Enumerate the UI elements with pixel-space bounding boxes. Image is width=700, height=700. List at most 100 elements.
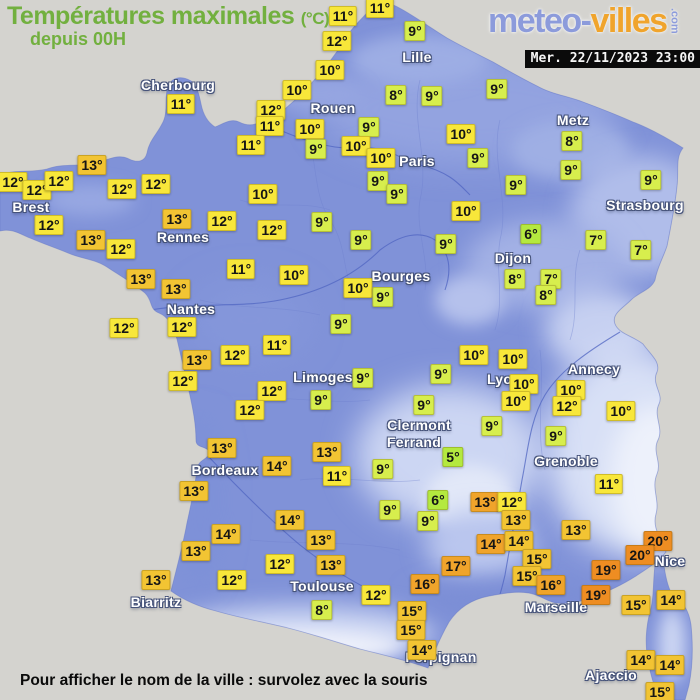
temp-label[interactable]: 10°: [341, 136, 371, 156]
temp-label[interactable]: 9°: [486, 79, 508, 99]
temp-label[interactable]: 12°: [497, 492, 527, 512]
temp-label[interactable]: 12°: [109, 318, 139, 338]
temp-label[interactable]: 14°: [476, 534, 506, 554]
temp-label[interactable]: 10°: [279, 265, 309, 285]
temp-label[interactable]: 11°: [255, 116, 285, 136]
temp-label[interactable]: 14°: [211, 524, 241, 544]
temp-label[interactable]: 16°: [410, 574, 440, 594]
temp-label[interactable]: 9°: [330, 314, 352, 334]
temp-label[interactable]: 9°: [358, 117, 380, 137]
temp-label[interactable]: 13°: [141, 570, 171, 590]
temp-label[interactable]: 13°: [182, 350, 212, 370]
temp-label[interactable]: 9°: [413, 395, 435, 415]
temp-label[interactable]: 10°: [459, 345, 489, 365]
temp-label[interactable]: 9°: [417, 511, 439, 531]
temp-label[interactable]: 8°: [385, 85, 407, 105]
temp-label[interactable]: 7°: [585, 230, 607, 250]
temp-label[interactable]: 9°: [367, 171, 389, 191]
temp-label[interactable]: 14°: [626, 650, 656, 670]
temp-label[interactable]: 12°: [552, 396, 582, 416]
temp-label[interactable]: 12°: [220, 345, 250, 365]
temp-label[interactable]: 8°: [535, 285, 557, 305]
temp-label[interactable]: 13°: [306, 530, 336, 550]
temp-label[interactable]: 12°: [107, 179, 137, 199]
temp-label[interactable]: 13°: [161, 279, 191, 299]
temp-label[interactable]: 9°: [305, 139, 327, 159]
temp-label[interactable]: 10°: [498, 349, 528, 369]
temp-label[interactable]: 10°: [315, 60, 345, 80]
temp-label[interactable]: 12°: [265, 554, 295, 574]
temp-label[interactable]: 13°: [561, 520, 591, 540]
temp-label[interactable]: 9°: [545, 426, 567, 446]
temp-label[interactable]: 10°: [282, 80, 312, 100]
temp-label[interactable]: 9°: [372, 459, 394, 479]
temp-label[interactable]: 9°: [481, 416, 503, 436]
temp-label[interactable]: 7°: [630, 240, 652, 260]
temp-label[interactable]: 9°: [372, 287, 394, 307]
temp-label[interactable]: 19°: [581, 585, 611, 605]
temp-label[interactable]: 9°: [640, 170, 662, 190]
temp-label[interactable]: 9°: [505, 175, 527, 195]
temp-label[interactable]: 12°: [168, 371, 198, 391]
temp-label[interactable]: 9°: [386, 184, 408, 204]
temp-label[interactable]: 12°: [34, 215, 64, 235]
temp-label[interactable]: 19°: [591, 560, 621, 580]
temp-label[interactable]: 15°: [512, 566, 542, 586]
temp-label[interactable]: 12°: [322, 31, 352, 51]
temp-label[interactable]: 13°: [312, 442, 342, 462]
temp-label[interactable]: 14°: [656, 590, 686, 610]
temp-label[interactable]: 14°: [262, 456, 292, 476]
temp-label[interactable]: 15°: [522, 549, 552, 569]
temp-label[interactable]: 10°: [606, 401, 636, 421]
temp-label[interactable]: 9°: [352, 368, 374, 388]
temp-label[interactable]: 14°: [504, 531, 534, 551]
temp-label[interactable]: 13°: [76, 230, 106, 250]
temp-label[interactable]: 10°: [366, 148, 396, 168]
temp-label[interactable]: 11°: [594, 474, 624, 494]
temp-label[interactable]: 12°: [167, 317, 197, 337]
temp-label[interactable]: 11°: [262, 335, 292, 355]
temp-label[interactable]: 9°: [404, 21, 426, 41]
temp-label[interactable]: 13°: [179, 481, 209, 501]
temp-label[interactable]: 13°: [501, 510, 531, 530]
temp-label[interactable]: 11°: [236, 135, 266, 155]
temp-label[interactable]: 8°: [504, 269, 526, 289]
temp-label[interactable]: 13°: [162, 209, 192, 229]
temp-label[interactable]: 11°: [166, 94, 196, 114]
temp-label[interactable]: 12°: [141, 174, 171, 194]
temp-label[interactable]: 12°: [235, 400, 265, 420]
temp-label[interactable]: 12°: [361, 585, 391, 605]
temp-label[interactable]: 13°: [316, 555, 346, 575]
temp-label[interactable]: 9°: [310, 390, 332, 410]
temp-label[interactable]: 13°: [77, 155, 107, 175]
temp-label[interactable]: 15°: [397, 601, 427, 621]
temp-label[interactable]: 11°: [322, 466, 352, 486]
temp-label[interactable]: 15°: [645, 682, 675, 700]
temp-label[interactable]: 10°: [446, 124, 476, 144]
temp-label[interactable]: 5°: [442, 447, 464, 467]
temp-label[interactable]: 10°: [501, 391, 531, 411]
temp-label[interactable]: 6°: [520, 224, 542, 244]
temp-label[interactable]: 8°: [311, 600, 333, 620]
temp-label[interactable]: 8°: [561, 131, 583, 151]
temp-label[interactable]: 14°: [655, 655, 685, 675]
temp-label[interactable]: 9°: [467, 148, 489, 168]
temp-label[interactable]: 11°: [328, 6, 358, 26]
temp-label[interactable]: 6°: [427, 490, 449, 510]
temp-label[interactable]: 11°: [226, 259, 256, 279]
temp-label[interactable]: 10°: [451, 201, 481, 221]
temp-label[interactable]: 9°: [311, 212, 333, 232]
temp-label[interactable]: 16°: [536, 575, 566, 595]
temp-label[interactable]: 10°: [295, 119, 325, 139]
temp-label[interactable]: 15°: [621, 595, 651, 615]
temp-label[interactable]: 9°: [379, 500, 401, 520]
temp-label[interactable]: 15°: [396, 620, 426, 640]
temp-label[interactable]: 12°: [257, 381, 287, 401]
temp-label[interactable]: 12°: [257, 220, 287, 240]
temp-label[interactable]: 9°: [350, 230, 372, 250]
temp-label[interactable]: 10°: [248, 184, 278, 204]
temp-label[interactable]: 12°: [0, 172, 28, 192]
temp-label[interactable]: 12°: [44, 171, 74, 191]
temp-label[interactable]: 10°: [343, 278, 373, 298]
temp-label[interactable]: 17°: [441, 556, 471, 576]
